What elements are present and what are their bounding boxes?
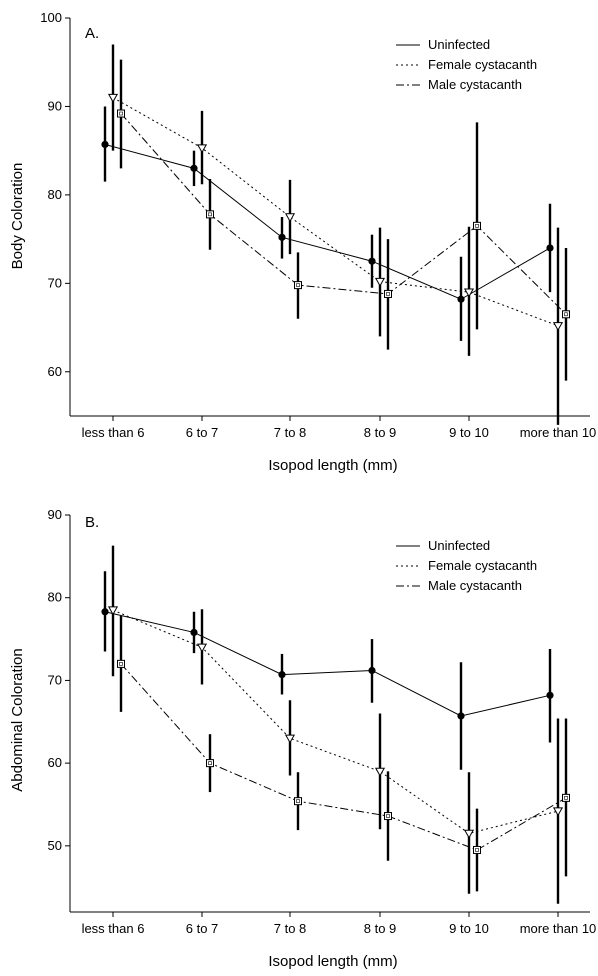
panel-b-point-female bbox=[463, 829, 475, 839]
panel-b-y-tick-label: 60 bbox=[48, 755, 62, 770]
panel-b-point-male bbox=[206, 759, 214, 768]
panel-b: B. Abdominal Coloration Isopod length (m… bbox=[9, 507, 596, 970]
panel-a-legend: Uninfected Female cystacanth Male cystac… bbox=[396, 37, 537, 92]
legend-male-label: Male cystacanth bbox=[428, 77, 522, 92]
legend-uninfected-label: Uninfected bbox=[428, 37, 490, 52]
panel-a-x-tick-label: 6 to 7 bbox=[186, 425, 219, 440]
panel-a-label: A. bbox=[85, 25, 99, 42]
panel-b-x-tick-label: 9 to 10 bbox=[449, 921, 489, 936]
panel-b-y-tick-label: 70 bbox=[48, 672, 62, 687]
panel-a-point-male bbox=[562, 310, 570, 319]
panel-b-series-line-male bbox=[120, 663, 567, 851]
panel-a-point-female bbox=[463, 288, 475, 298]
panel-a-y-tick-label: 80 bbox=[48, 187, 62, 202]
panel-b-point-uninfected bbox=[101, 608, 109, 616]
panel-a-point-female bbox=[284, 213, 296, 223]
panel-a-point-male bbox=[117, 109, 125, 118]
panel-b-point-male bbox=[117, 659, 125, 668]
panel-b-point-male bbox=[384, 812, 392, 821]
panel-a-point-uninfected bbox=[546, 244, 554, 252]
panel-b-x-tick-label: more than 10 bbox=[520, 921, 597, 936]
panel-b-legend: Uninfected Female cystacanth Male cystac… bbox=[396, 538, 537, 593]
legend-uninfected-label: Uninfected bbox=[428, 538, 490, 553]
panel-a-series-line-male bbox=[120, 113, 567, 315]
panel-a-point-male bbox=[384, 289, 392, 298]
panel-a-x-tick-label: 9 to 10 bbox=[449, 425, 489, 440]
panel-a-point-inner-male bbox=[475, 224, 479, 228]
panel-a-point-female bbox=[107, 93, 119, 103]
panel-b-label: B. bbox=[85, 514, 99, 531]
panel-a-y-axis-title: Body Coloration bbox=[9, 163, 26, 270]
panel-b-point-uninfected bbox=[368, 666, 376, 675]
panel-b-point-female bbox=[374, 767, 386, 777]
panel-a-point-female bbox=[196, 144, 208, 154]
panel-b-point-female bbox=[552, 807, 564, 817]
panel-a-point-inner-male bbox=[208, 212, 212, 217]
panel-a-series-line-female bbox=[112, 97, 559, 327]
panel-b-series-line-female bbox=[112, 609, 559, 834]
panel-a-point-inner-male bbox=[564, 312, 568, 317]
panel-b-point-inner-male bbox=[386, 814, 390, 818]
panel-b-x-tick-label: 8 to 9 bbox=[364, 921, 397, 936]
panel-b-series-line-uninfected bbox=[104, 611, 551, 717]
panel-a-point-uninfected bbox=[278, 233, 286, 241]
panel-b-point-inner-male bbox=[208, 761, 212, 765]
panel-a-point-male bbox=[473, 221, 481, 230]
legend-male-label: Male cystacanth bbox=[428, 578, 522, 593]
panel-a-x-tick-label: more than 10 bbox=[520, 425, 597, 440]
legend-female-label: Female cystacanth bbox=[428, 57, 537, 72]
panel-a-point-uninfected bbox=[457, 295, 465, 303]
panel-a-y-tick-label: 100 bbox=[40, 10, 62, 25]
panel-a-x-tick-label: 8 to 9 bbox=[364, 425, 397, 440]
panel-a-point-male bbox=[294, 281, 302, 290]
panel-a-point-inner-male bbox=[119, 111, 123, 116]
panel-b-point-female bbox=[196, 643, 208, 653]
legend-female-label: Female cystacanth bbox=[428, 558, 537, 573]
panel-a-point-uninfected bbox=[101, 140, 109, 149]
panel-b-point-inner-male bbox=[564, 796, 568, 800]
panel-a-point-inner-male bbox=[296, 283, 300, 287]
panel-a-series-line-uninfected bbox=[104, 143, 551, 300]
panel-b-point-uninfected bbox=[457, 712, 465, 720]
panel-a-point-uninfected bbox=[190, 164, 198, 172]
panel-b-point-male bbox=[473, 845, 481, 854]
panel-b-point-female bbox=[284, 734, 296, 744]
panel-a-point-uninfected bbox=[368, 257, 376, 265]
panel-b-point-inner-male bbox=[119, 662, 123, 666]
panel-a-x-tick-label: less than 6 bbox=[82, 425, 145, 440]
panel-b-x-axis-title: Isopod length (mm) bbox=[268, 953, 397, 970]
panel-b-point-male bbox=[294, 797, 302, 806]
panel-a-y-tick-label: 70 bbox=[48, 275, 62, 290]
panel-a-y-tick-label: 60 bbox=[48, 364, 62, 379]
panel-b-y-tick-label: 80 bbox=[48, 590, 62, 605]
panel-b-point-inner-male bbox=[475, 848, 479, 852]
panel-a-point-female bbox=[374, 277, 386, 287]
panel-b-point-female bbox=[107, 606, 119, 616]
panel-b-point-male bbox=[562, 793, 570, 802]
panel-b-x-tick-label: 6 to 7 bbox=[186, 921, 219, 936]
panel-b-x-tick-label: 7 to 8 bbox=[274, 921, 307, 936]
panel-a-point-female bbox=[552, 322, 564, 331]
panel-a-y-tick-label: 90 bbox=[48, 98, 62, 113]
panel-b-y-tick-label: 50 bbox=[48, 838, 62, 853]
panel-a-x-axis-title: Isopod length (mm) bbox=[268, 457, 397, 474]
panel-b-point-uninfected bbox=[278, 671, 286, 679]
panel-a-point-inner-male bbox=[386, 292, 390, 296]
panel-b-y-tick-label: 90 bbox=[48, 507, 62, 522]
panel-a-point-male bbox=[206, 210, 214, 219]
panel-b-point-uninfected bbox=[546, 691, 554, 699]
panel-a-x-tick-label: 7 to 8 bbox=[274, 425, 307, 440]
panel-b-y-axis-title: Abdominal Coloration bbox=[9, 648, 26, 791]
panel-b-point-inner-male bbox=[296, 799, 300, 803]
panel-b-point-uninfected bbox=[190, 628, 198, 637]
panel-b-x-tick-label: less than 6 bbox=[82, 921, 145, 936]
panel-a: A. Body Coloration Isopod length (mm) Un… bbox=[9, 10, 596, 474]
